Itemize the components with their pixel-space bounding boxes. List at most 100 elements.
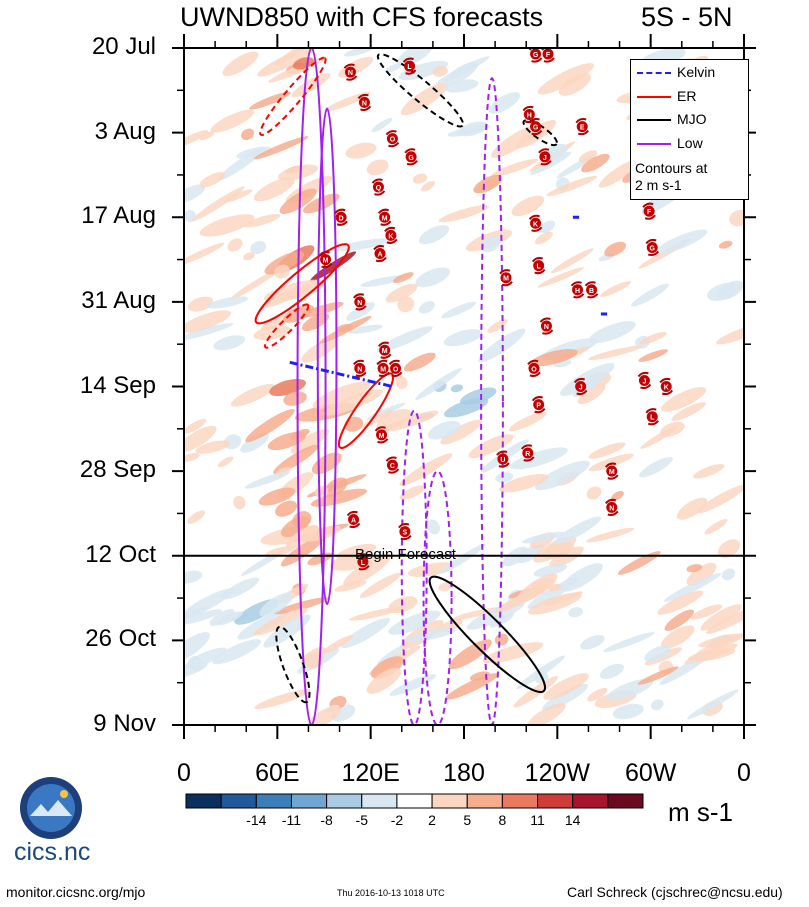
- storm-dot: [523, 108, 535, 120]
- field-patch: [399, 485, 426, 500]
- field-patch: [371, 117, 393, 133]
- footer-url[interactable]: monitor.cicsnc.org/mjo: [6, 884, 146, 900]
- storm-id: M: [609, 469, 615, 476]
- field-patch: [444, 61, 478, 85]
- legend-item-kelvin: Kelvin: [635, 64, 745, 82]
- field-patch: [241, 128, 255, 141]
- storm-dot: [399, 526, 411, 538]
- field-patch: [468, 434, 514, 459]
- low-contour: [296, 48, 327, 725]
- storm-marker: E: [575, 118, 590, 136]
- field-patch: [360, 275, 405, 287]
- storm-swirl: [604, 498, 619, 516]
- field-patch: [301, 338, 338, 363]
- storm-swirl: [528, 48, 543, 63]
- storm-id: N: [544, 324, 549, 331]
- storm-dot: [530, 217, 542, 229]
- field-patch: [657, 590, 704, 615]
- storm-id: O: [393, 366, 399, 373]
- mjo-contour: [428, 575, 547, 694]
- storm-marker: N: [352, 359, 367, 377]
- y-tick-label: 26 Oct: [85, 625, 156, 653]
- storm-marker: F: [642, 202, 656, 220]
- storm-swirl: [356, 553, 370, 571]
- footer-author: Carl Schreck (cjschrec@ncsu.edu): [567, 884, 783, 900]
- field-patch: [388, 610, 441, 635]
- storm-id: S: [403, 530, 408, 537]
- field-patch: [578, 150, 598, 163]
- field-patch: [184, 184, 206, 204]
- field-patch: [640, 426, 678, 449]
- storm-dot: [405, 151, 417, 163]
- field-patch: [693, 464, 725, 479]
- field-patch: [542, 683, 589, 711]
- colorbar-tick-label: 5: [463, 812, 472, 828]
- field-patch: [334, 580, 367, 592]
- field-patch: [482, 642, 544, 664]
- field-patch: [349, 324, 383, 334]
- storm-id: B: [589, 288, 594, 295]
- mjo-contour: [376, 53, 465, 128]
- colorbar-tick-label: -5: [355, 812, 368, 828]
- storm-id: E: [580, 125, 585, 132]
- x-tick-label: 120W: [524, 759, 590, 787]
- y-tick-label: 9 Nov: [93, 710, 156, 737]
- storm-id: C: [390, 463, 395, 470]
- storm-dot: [385, 229, 397, 241]
- storm-marker: U: [496, 450, 510, 468]
- field-patch: [688, 648, 736, 662]
- field-patch: [213, 335, 246, 351]
- y-tick-label: 31 Aug: [81, 286, 156, 314]
- field-patch: [199, 214, 255, 237]
- low-contour: [422, 470, 453, 725]
- storm-swirl: [373, 244, 387, 263]
- storm-marker: O: [527, 359, 541, 377]
- colorbar-units: m s-1: [668, 797, 733, 827]
- field-patch: [445, 673, 499, 700]
- storm-dot: [638, 374, 650, 386]
- colorbar-tick-label: -14: [246, 812, 267, 828]
- field-patch: [560, 563, 603, 592]
- storm-dot: [530, 121, 542, 133]
- field-patch: [370, 656, 404, 679]
- field-patch: [704, 518, 728, 535]
- x-tick-label: 0: [737, 759, 751, 787]
- storm-id: M: [503, 276, 509, 283]
- storm-dot: [660, 381, 672, 392]
- storm-marker: N: [357, 93, 372, 111]
- storm-marker: P: [531, 396, 546, 414]
- filter-contours: [254, 48, 608, 725]
- storm-dot: [354, 296, 366, 308]
- storm-dot: [354, 362, 366, 374]
- storm-swirl: [642, 202, 656, 220]
- field-patch: [568, 607, 584, 618]
- storm-swirl: [377, 341, 392, 359]
- field-patch: [257, 48, 315, 77]
- storm-swirl: [584, 281, 599, 299]
- storm-id: G: [408, 155, 414, 162]
- field-patch: [209, 609, 235, 626]
- storm-swirl: [528, 214, 543, 232]
- field-patch: [366, 159, 389, 176]
- field-patch: [537, 267, 584, 288]
- storm-marker: K: [528, 214, 543, 232]
- field-patch: [406, 628, 456, 642]
- storm-dot: [374, 248, 386, 260]
- storm-marker: Q: [371, 178, 386, 196]
- storm-id: A: [377, 252, 382, 259]
- storm-swirl: [541, 48, 555, 63]
- field-patch: [588, 453, 634, 472]
- field-patch: [243, 252, 255, 261]
- field-patch: [530, 348, 578, 367]
- storm-id: U: [500, 457, 505, 464]
- field-patch: [187, 510, 206, 524]
- field-patch: [346, 302, 375, 321]
- storm-swirl: [531, 396, 546, 414]
- storm-swirl: [573, 377, 588, 396]
- field-patch: [376, 408, 411, 432]
- field-patch: [385, 283, 418, 303]
- field-patch: [581, 153, 610, 173]
- field-patch: [210, 109, 255, 133]
- field-patch: [533, 564, 568, 577]
- field-patch: [212, 639, 262, 665]
